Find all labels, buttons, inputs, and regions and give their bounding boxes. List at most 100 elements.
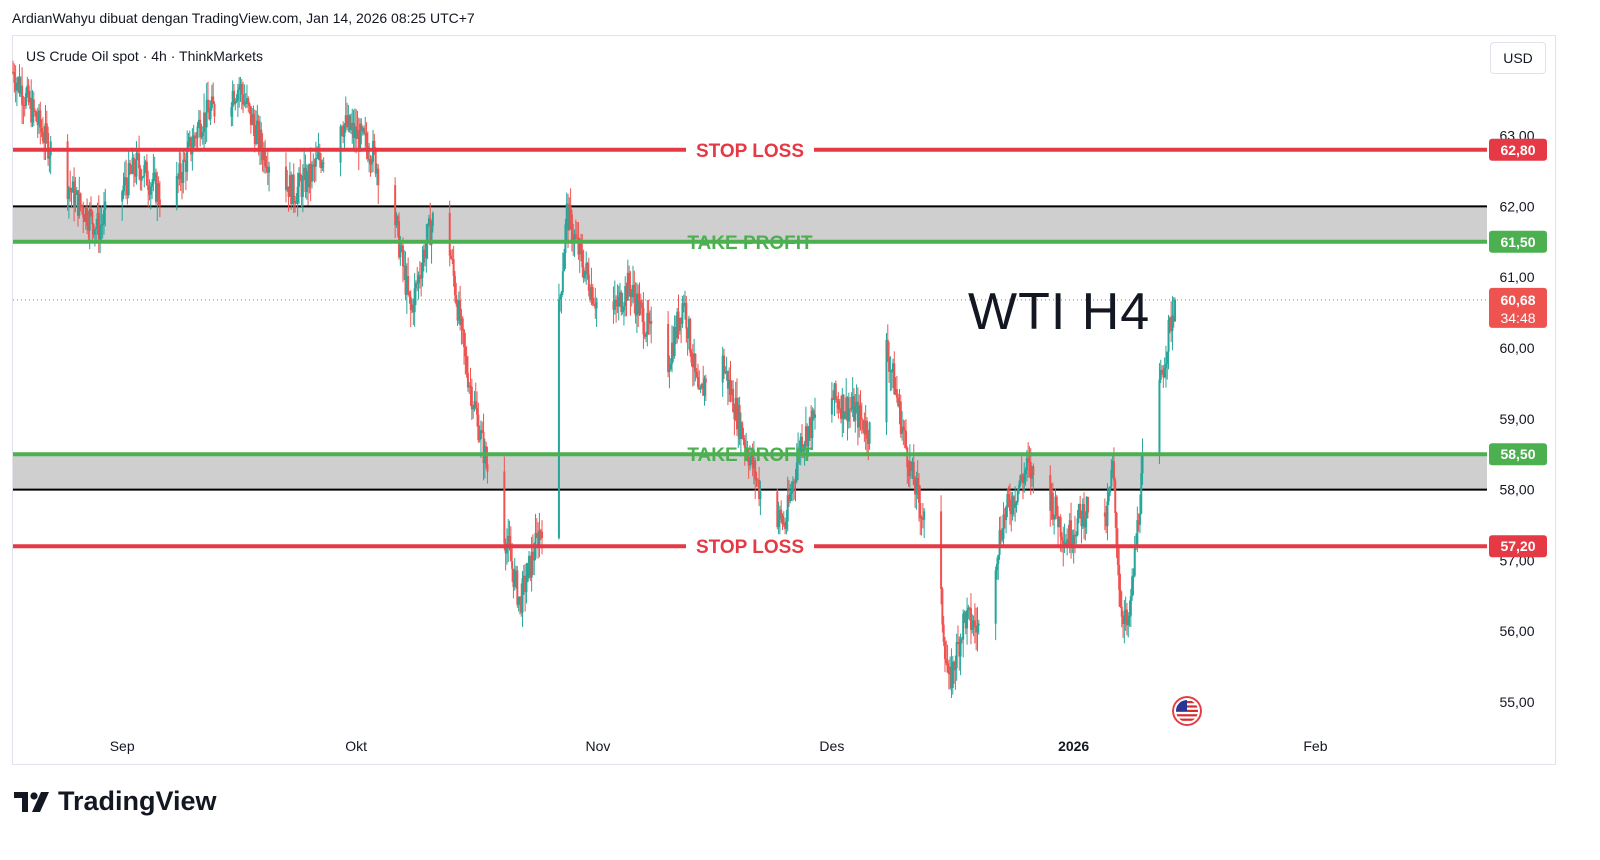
candle (813, 397, 816, 430)
symbol-label[interactable]: US Crude Oil spot · 4h · ThinkMarkets (24, 47, 266, 65)
candle-body (482, 431, 485, 463)
candle-body (232, 90, 235, 104)
candle-body (420, 277, 423, 279)
candle (12, 60, 14, 75)
candle (751, 443, 754, 477)
candle-body (407, 275, 410, 292)
candle-body (812, 410, 815, 418)
countdown-label: 34:48 (1500, 310, 1535, 326)
candle (255, 110, 258, 146)
candle-body (312, 164, 315, 166)
candle-body (1057, 515, 1060, 528)
candle (940, 495, 943, 605)
candle (786, 476, 789, 532)
us-flag-event-icon[interactable] (1172, 696, 1202, 726)
candle-body (97, 213, 100, 240)
candle-body (305, 170, 308, 192)
candle (586, 261, 589, 280)
candle-body (1012, 496, 1015, 508)
candle (431, 211, 434, 233)
candle-body (424, 249, 427, 259)
candle (645, 331, 648, 343)
candle-body (782, 522, 785, 525)
candle-body (621, 310, 624, 312)
candle-body (865, 420, 868, 439)
candle-body (257, 120, 260, 148)
candle (37, 104, 40, 134)
candle (976, 607, 979, 652)
candle-body (515, 570, 518, 572)
candle-body (778, 509, 781, 520)
candle-body (486, 464, 489, 472)
candle (851, 377, 854, 417)
candle (626, 259, 629, 301)
candle-body (153, 172, 156, 174)
candle (630, 289, 633, 307)
candle (138, 135, 141, 180)
candle-body (188, 137, 191, 142)
candle-body (212, 96, 215, 104)
candle (87, 210, 90, 240)
candle (212, 82, 215, 105)
candle (157, 176, 160, 206)
candle-body (469, 385, 472, 387)
currency-button[interactable]: USD (1490, 42, 1546, 74)
y-tick-label: 61,00 (1499, 269, 1534, 285)
candle (158, 181, 161, 218)
candle (789, 483, 792, 504)
candle-body (1138, 513, 1141, 525)
candle-body (945, 659, 948, 664)
candle-body (360, 123, 363, 132)
candle-body (262, 148, 265, 161)
candle-body (951, 661, 954, 688)
candle-body (1023, 473, 1026, 484)
candle (182, 149, 185, 194)
candle (811, 407, 814, 451)
candle-body (998, 530, 1001, 555)
candle (513, 558, 516, 591)
candle (240, 79, 243, 110)
candle (684, 290, 687, 320)
candle (755, 471, 758, 487)
candle-body (850, 408, 853, 410)
candle-body (513, 570, 516, 587)
candle (347, 104, 350, 133)
candle (1133, 536, 1136, 578)
candle-body (617, 296, 620, 307)
candle-body (559, 297, 562, 300)
candle-body (580, 241, 583, 251)
tradingview-logo[interactable]: TradingView (14, 786, 217, 817)
candle (699, 384, 702, 394)
candle-body (751, 452, 754, 469)
candle (251, 107, 254, 126)
candle-body (749, 457, 751, 466)
candle-body (460, 318, 463, 326)
candle (186, 130, 189, 181)
candle (1063, 523, 1066, 554)
candle (907, 460, 910, 487)
candle (526, 562, 529, 583)
candle (179, 152, 182, 192)
candle-body (533, 558, 536, 561)
candle (313, 158, 316, 183)
candle (403, 250, 406, 280)
candle-body (732, 388, 735, 413)
candle (855, 384, 858, 414)
candle-body (69, 187, 72, 191)
candle-body (396, 216, 399, 221)
candle (32, 91, 35, 127)
candle-body (213, 103, 216, 117)
candle (1172, 297, 1175, 328)
candle-body (145, 161, 148, 186)
candle (904, 419, 907, 450)
candle (18, 64, 21, 97)
candle (1140, 453, 1143, 515)
candle-body (886, 339, 889, 358)
candle (621, 292, 624, 315)
candle (143, 156, 146, 188)
candle-body (741, 422, 744, 438)
candle (1003, 508, 1006, 529)
candle (474, 382, 477, 410)
candle (412, 298, 415, 325)
